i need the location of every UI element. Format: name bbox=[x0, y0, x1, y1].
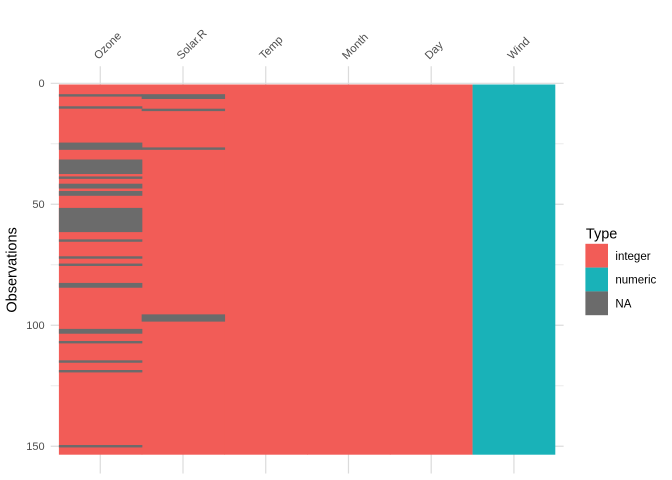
column-solarr bbox=[141, 84, 226, 455]
x-column-label: Solar.R bbox=[175, 27, 210, 62]
na-stripe bbox=[58, 176, 143, 179]
legend-label-na: NA bbox=[615, 298, 631, 310]
na-stripe bbox=[58, 159, 143, 175]
na-stripe bbox=[58, 445, 143, 448]
na-stripe bbox=[141, 147, 226, 150]
na-stripe bbox=[58, 94, 143, 97]
column-wind bbox=[472, 84, 556, 455]
na-stripe bbox=[58, 340, 143, 344]
legend-key-numeric bbox=[585, 267, 608, 292]
column-month bbox=[307, 84, 391, 455]
na-stripe bbox=[58, 328, 143, 334]
column-temp bbox=[224, 84, 308, 455]
x-column-label: Ozone bbox=[92, 30, 124, 62]
na-stripe bbox=[58, 142, 143, 150]
na-stripe bbox=[58, 370, 143, 373]
legend-key-integer bbox=[585, 243, 608, 268]
legend-label-integer: integer bbox=[615, 251, 650, 263]
na-stripe bbox=[141, 108, 226, 112]
y-tick-label: 100 bbox=[26, 320, 44, 332]
y-axis-title: Observations bbox=[5, 227, 21, 312]
x-column-label: Month bbox=[340, 31, 371, 62]
na-stripe bbox=[58, 360, 143, 363]
y-tick-label: 50 bbox=[32, 199, 44, 211]
na-stripe bbox=[58, 282, 143, 288]
na-stripe bbox=[58, 183, 143, 189]
x-column-label: Day bbox=[423, 39, 446, 62]
y-tick-label: 0 bbox=[38, 78, 44, 90]
y-tick-label: 150 bbox=[26, 441, 44, 453]
x-column-label: Wind bbox=[506, 35, 533, 62]
na-stripe bbox=[58, 190, 143, 196]
legend-key-na bbox=[585, 291, 608, 316]
na-stripe bbox=[58, 263, 143, 266]
x-column-label: Temp bbox=[258, 34, 286, 62]
na-stripe bbox=[58, 207, 143, 233]
na-stripe bbox=[141, 94, 226, 100]
column-ozone bbox=[58, 84, 143, 455]
column-day bbox=[389, 84, 473, 455]
na-stripe bbox=[58, 106, 143, 109]
na-stripe bbox=[58, 256, 143, 259]
legend-title: Type bbox=[586, 227, 617, 243]
na-stripe bbox=[58, 239, 143, 242]
na-stripe bbox=[141, 314, 226, 322]
legend-label-numeric: numeric bbox=[615, 275, 656, 287]
